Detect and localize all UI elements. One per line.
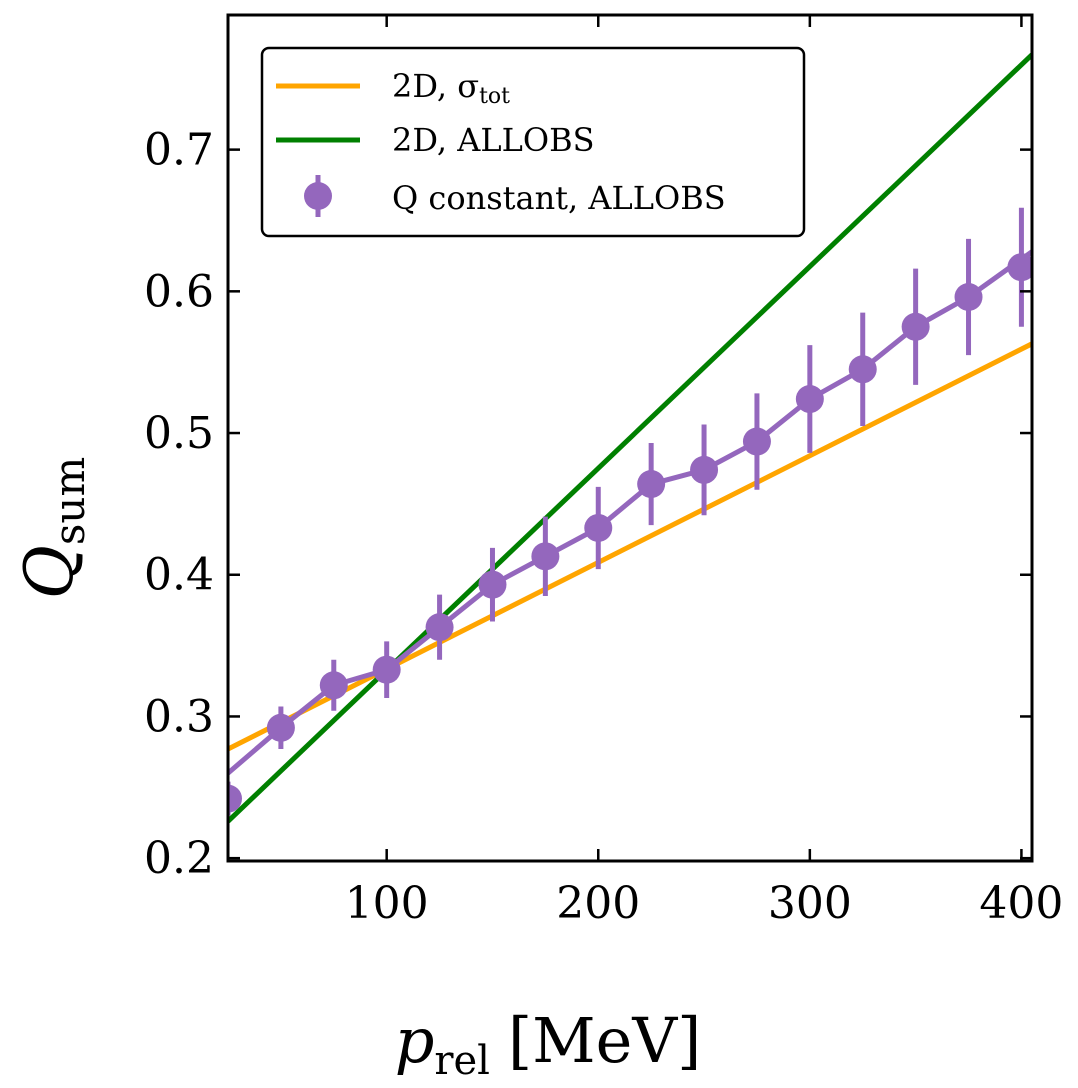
data-point	[1007, 253, 1032, 282]
y-tick-label: 0.2	[144, 833, 214, 884]
data-point	[690, 455, 719, 484]
data-point	[848, 355, 877, 384]
data-point	[954, 283, 983, 311]
y-tick-label: 0.4	[144, 550, 214, 601]
x-tick-label: 100	[345, 878, 429, 929]
data-point	[901, 312, 930, 341]
legend-label-q-constant: Q constant, ALLOBS	[392, 179, 726, 217]
data-point	[795, 385, 824, 414]
legend-box	[260, 46, 806, 238]
data-point	[425, 613, 454, 642]
series-line-2d-allobs	[228, 52, 1032, 824]
x-axis-label-sub: rel	[434, 1038, 490, 1084]
x-axis-label-main: p	[395, 1004, 435, 1077]
data-point	[372, 655, 401, 684]
y-tick-label: 0.3	[144, 691, 214, 742]
y-axis-label: Qsum	[11, 457, 94, 600]
series-layer	[228, 52, 1032, 824]
data-point	[742, 427, 771, 456]
data-point	[584, 513, 613, 542]
ticks-layer: 100 200 300 400 0.2 0.3 0.4 0.5 0.6 0.7	[144, 15, 1063, 929]
y-tick-label: 0.5	[144, 408, 214, 459]
x-tick-label: 200	[556, 878, 640, 929]
legend-label-sigma-tot: 2D, σtot	[392, 67, 510, 109]
y-axis-label-sub: sum	[45, 457, 94, 545]
y-axis-label-main: Q	[11, 545, 88, 599]
series-line-q-constant-allobs	[228, 249, 1032, 776]
x-axis-label-unit: [MeV]	[508, 1004, 701, 1077]
x-axis-label: prel [MeV]	[395, 1004, 702, 1084]
x-tick-label: 300	[768, 878, 852, 929]
legend-handle-q-constant-marker	[304, 182, 332, 210]
data-point	[266, 713, 295, 742]
legend-label-allobs: 2D, ALLOBS	[392, 121, 595, 159]
data-point	[319, 671, 348, 700]
data-point	[478, 570, 507, 599]
series-line-2d-tot	[228, 341, 1032, 752]
legend: 2D, σtot 2D, ALLOBS Q constant, ALLOBS	[260, 46, 806, 238]
plot-frame	[226, 13, 1034, 863]
data-point	[228, 784, 242, 813]
data-point	[637, 470, 666, 499]
y-tick-label: 0.7	[144, 125, 214, 176]
data-point	[531, 542, 560, 571]
y-tick-label: 0.6	[144, 266, 214, 317]
x-tick-label: 400	[979, 878, 1063, 929]
